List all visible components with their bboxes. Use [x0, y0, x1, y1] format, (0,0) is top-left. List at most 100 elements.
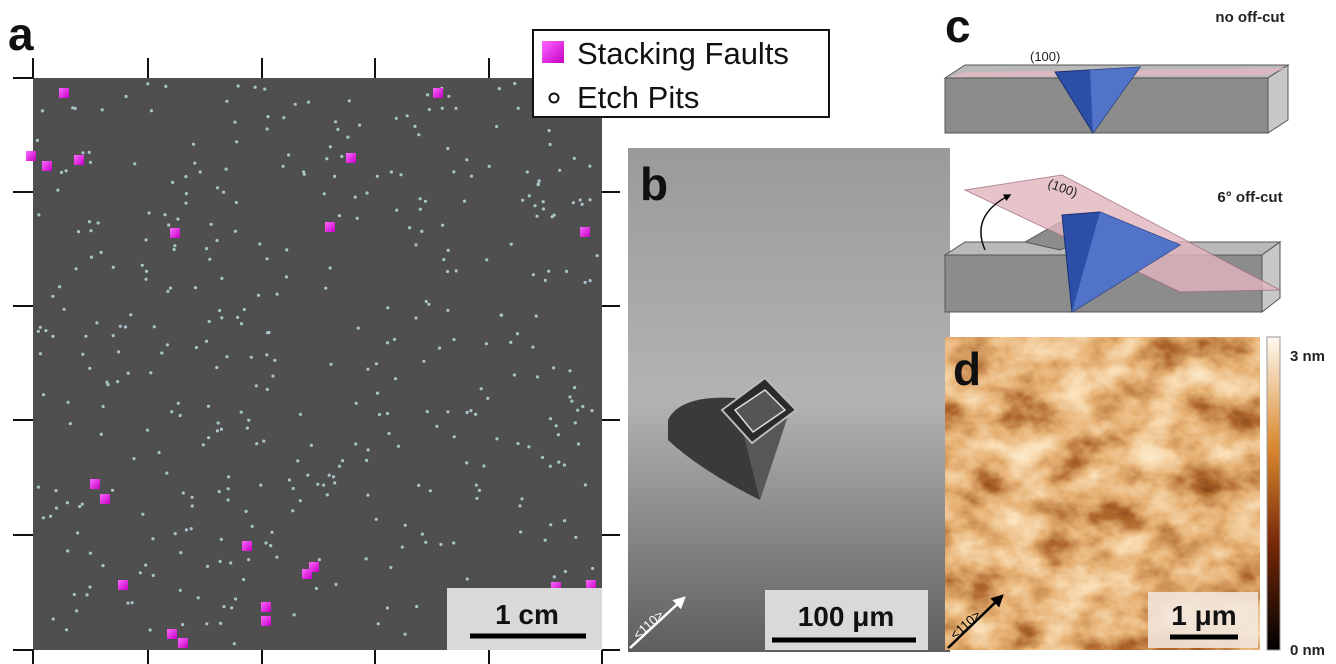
- stacking-fault: [302, 569, 312, 579]
- etch-pit: [240, 322, 243, 325]
- panel-c: c no off-cut (100) 6° off-cut (100): [945, 0, 1288, 312]
- etch-pit: [166, 343, 169, 346]
- etch-pit: [233, 642, 236, 645]
- etch-pit: [258, 242, 261, 245]
- etch-pit: [257, 294, 260, 297]
- etch-pit: [293, 613, 296, 616]
- etch-pit: [589, 198, 592, 201]
- etch-pit: [417, 484, 420, 487]
- etch-pit: [394, 377, 397, 380]
- etch-pit: [294, 103, 297, 106]
- etch-pit: [564, 570, 567, 573]
- etch-pit: [101, 564, 104, 567]
- etch-pit: [237, 84, 240, 87]
- etch-pit: [285, 275, 288, 278]
- etch-pit: [413, 125, 416, 128]
- stacking-fault: [580, 227, 590, 237]
- etch-pit: [375, 518, 378, 521]
- etch-pit: [518, 504, 521, 507]
- etch-pit: [229, 561, 232, 564]
- etch-pit: [207, 405, 210, 408]
- etch-pit: [465, 461, 468, 464]
- etch-pit: [324, 287, 327, 290]
- figure: a Stacking Faults Etch Pits 1 cm b <110>…: [0, 0, 1336, 664]
- etch-pit: [215, 366, 218, 369]
- etch-pit: [255, 442, 258, 445]
- etch-pit: [466, 577, 469, 580]
- etch-pit: [510, 243, 513, 246]
- etch-pit: [95, 321, 98, 324]
- etch-pit: [417, 133, 420, 136]
- etch-pit: [112, 334, 115, 337]
- etch-pit: [254, 86, 257, 89]
- etch-pit: [66, 549, 69, 552]
- etch-pit: [576, 409, 579, 412]
- etch-pit: [439, 543, 442, 546]
- etch-pit: [375, 362, 378, 365]
- etch-pit: [56, 189, 59, 192]
- etch-pit: [519, 530, 522, 533]
- etch-pit: [527, 445, 530, 448]
- etch-pit: [323, 192, 326, 195]
- etch-pit: [220, 538, 223, 541]
- etch-pit: [124, 325, 127, 328]
- etch-pit: [240, 411, 243, 414]
- etch-pit: [52, 617, 55, 620]
- etch-pit: [222, 605, 225, 608]
- etch-pit: [42, 393, 45, 396]
- etch-pit: [205, 247, 208, 250]
- etch-pit: [346, 136, 349, 139]
- etch-pit: [247, 558, 250, 561]
- etch-pit: [357, 327, 360, 330]
- etch-pit: [404, 633, 407, 636]
- etch-pit: [149, 371, 152, 374]
- etch-pit: [206, 565, 209, 568]
- scale-bar-label: 1 cm: [495, 599, 559, 630]
- panel-d: d <110> 1 μm 3 nm 0 nm: [945, 337, 1325, 659]
- etch-pit: [54, 489, 57, 492]
- panel-label: a: [8, 8, 34, 60]
- etch-pit: [264, 541, 267, 544]
- etch-pit: [225, 168, 228, 171]
- panel-label: d: [953, 343, 981, 395]
- etch-pit: [39, 326, 42, 329]
- etch-pit: [81, 151, 84, 154]
- etch-pit: [202, 443, 205, 446]
- etch-pit: [306, 474, 309, 477]
- etch-pit: [85, 593, 88, 596]
- etch-pit: [131, 601, 134, 604]
- etch-pit: [74, 107, 77, 110]
- etch-pit: [334, 583, 337, 586]
- etch-pit: [243, 308, 246, 311]
- etch-pit: [153, 325, 156, 328]
- etch-pit: [100, 251, 103, 254]
- etch-pit: [541, 456, 544, 459]
- etch-pit: [419, 208, 422, 211]
- etch-pit: [329, 145, 332, 148]
- stacking-fault: [59, 88, 69, 98]
- etch-pit: [386, 306, 389, 309]
- etch-pit: [218, 490, 221, 493]
- etch-pit: [366, 494, 369, 497]
- etch-pit: [463, 200, 466, 203]
- etch-pit: [325, 157, 328, 160]
- etch-pit: [235, 140, 238, 143]
- etch-pit: [77, 230, 80, 233]
- etch-pit: [378, 413, 381, 416]
- etch-pit: [216, 186, 219, 189]
- etch-pit: [318, 558, 321, 561]
- etch-pit: [482, 464, 485, 467]
- etch-pit: [151, 537, 154, 540]
- etch-pit: [171, 181, 174, 184]
- etch-pit: [447, 95, 450, 98]
- etch-pit: [563, 463, 566, 466]
- etch-pit: [544, 539, 547, 542]
- etch-pit: [389, 566, 392, 569]
- etch-pit: [220, 277, 223, 280]
- stacking-fault: [167, 629, 177, 639]
- etch-pit: [181, 623, 184, 626]
- etch-pit: [259, 484, 262, 487]
- etch-pit: [88, 585, 91, 588]
- etch-pit: [225, 100, 228, 103]
- etch-pit: [227, 487, 230, 490]
